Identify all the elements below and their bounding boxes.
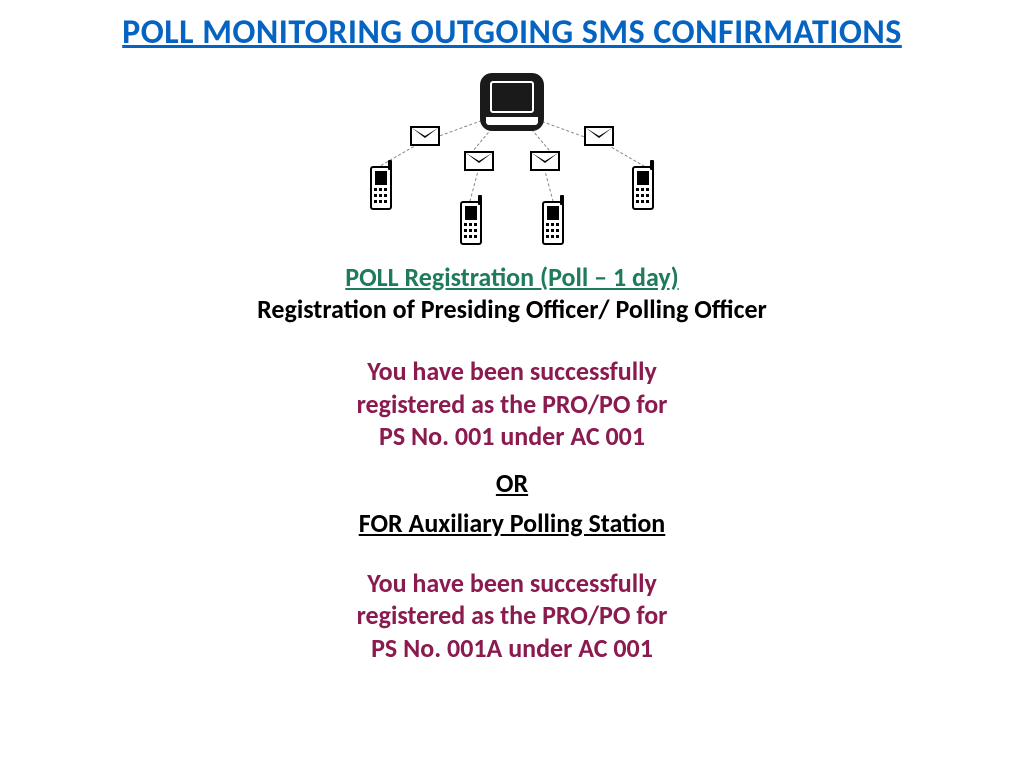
- phone-icon: [542, 201, 564, 245]
- message-line: registered as the PRO/PO for: [0, 599, 1024, 632]
- section-heading-registration: POLL Registration (Poll – 1 day): [0, 261, 1024, 293]
- laptop-icon: [480, 73, 544, 131]
- connection-line: [381, 146, 414, 166]
- envelope-icon: [464, 151, 494, 171]
- slide: POLL MONITORING OUTGOING SMS CONFIRMATIO…: [0, 0, 1024, 768]
- message-line: PS No. 001 under AC 001: [0, 420, 1024, 453]
- phone-icon: [370, 166, 392, 210]
- auxiliary-heading: FOR Auxiliary Polling Station: [0, 507, 1024, 539]
- confirmation-message-auxiliary: You have been successfully registered as…: [0, 567, 1024, 665]
- page-title: POLL MONITORING OUTGOING SMS CONFIRMATIO…: [0, 12, 1024, 53]
- message-line: You have been successfully: [0, 355, 1024, 388]
- phone-icon: [460, 201, 482, 245]
- section-subheading-officer: Registration of Presiding Officer/ Polli…: [0, 293, 1024, 325]
- connection-line: [612, 147, 645, 167]
- confirmation-message-main: You have been successfully registered as…: [0, 355, 1024, 453]
- envelope-icon: [410, 126, 440, 146]
- phone-icon: [632, 166, 654, 210]
- sms-broadcast-diagram: [332, 71, 692, 251]
- envelope-icon: [530, 151, 560, 171]
- or-separator: OR: [0, 467, 1024, 499]
- envelope-icon: [584, 126, 614, 146]
- message-line: PS No. 001A under AC 001: [0, 632, 1024, 665]
- message-line: registered as the PRO/PO for: [0, 388, 1024, 421]
- message-line: You have been successfully: [0, 567, 1024, 600]
